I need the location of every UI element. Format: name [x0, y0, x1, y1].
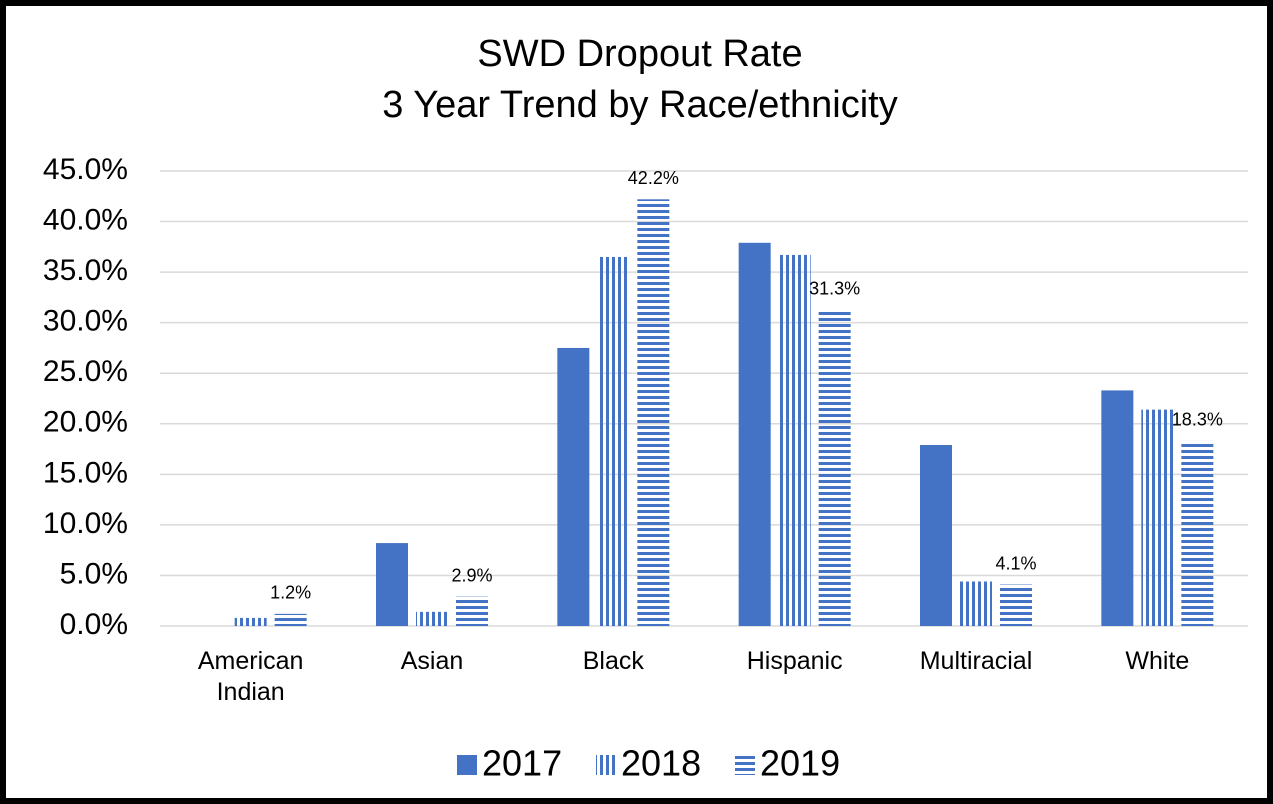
legend-label: 2017 — [482, 743, 562, 784]
x-tick-label: Multiracial — [919, 647, 1033, 675]
data-label: 18.3% — [1172, 410, 1223, 430]
bar — [416, 611, 448, 626]
data-label: 4.1% — [995, 553, 1036, 573]
x-tick-label-box: White — [1125, 647, 1190, 675]
bar — [1101, 390, 1134, 626]
x-tick-label: Black — [582, 647, 644, 675]
bar — [818, 309, 851, 626]
y-tick-label: 0.0% — [60, 608, 128, 641]
bar — [637, 199, 670, 627]
bar — [376, 543, 408, 626]
bar — [1181, 440, 1214, 626]
data-label: 2.9% — [451, 565, 492, 585]
chart-title: SWD Dropout Rate — [477, 33, 802, 75]
bar — [778, 254, 811, 626]
x-tick-label: Hispanic — [746, 647, 843, 675]
data-label: 31.3% — [809, 278, 860, 298]
x-tick-label: White — [1125, 647, 1190, 675]
bar — [274, 613, 307, 626]
bar — [456, 596, 488, 626]
y-tick-label: 15.0% — [43, 456, 128, 489]
legend-swatch — [457, 755, 477, 775]
legend-swatch — [735, 755, 755, 775]
bar — [557, 347, 590, 626]
y-tick-label: 30.0% — [43, 305, 128, 338]
bar — [1141, 409, 1174, 626]
x-tick-label-box: Hispanic — [746, 647, 843, 675]
bar — [920, 445, 952, 626]
x-tick-label-box: Multiracial — [919, 647, 1033, 675]
legend-label: 2019 — [760, 743, 840, 784]
y-tick-label: 5.0% — [60, 557, 128, 590]
x-tick-label-box: Asian — [400, 647, 464, 675]
legend-label: 2018 — [621, 743, 701, 784]
bar — [738, 242, 771, 627]
y-tick-label: 25.0% — [43, 355, 128, 388]
y-tick-label: 20.0% — [43, 406, 128, 439]
bar — [234, 617, 267, 626]
bar — [597, 256, 630, 626]
x-tick-label-box: Black — [582, 647, 644, 675]
chart-subtitle: 3 Year Trend by Race/ethnicity — [382, 84, 897, 126]
x-tick-label: Asian — [400, 647, 464, 675]
y-tick-label: 45.0% — [43, 153, 128, 186]
y-tick-label: 10.0% — [43, 507, 128, 540]
bar — [960, 581, 992, 626]
legend-swatch — [596, 755, 616, 775]
bar — [1000, 584, 1032, 626]
y-tick-label: 40.0% — [43, 203, 128, 236]
data-label: 42.2% — [628, 168, 679, 188]
x-tick-label: American Indian — [197, 647, 304, 706]
x-tick-label-box: American Indian — [197, 647, 304, 706]
y-tick-label: 35.0% — [43, 254, 128, 287]
data-label: 1.2% — [270, 583, 311, 603]
